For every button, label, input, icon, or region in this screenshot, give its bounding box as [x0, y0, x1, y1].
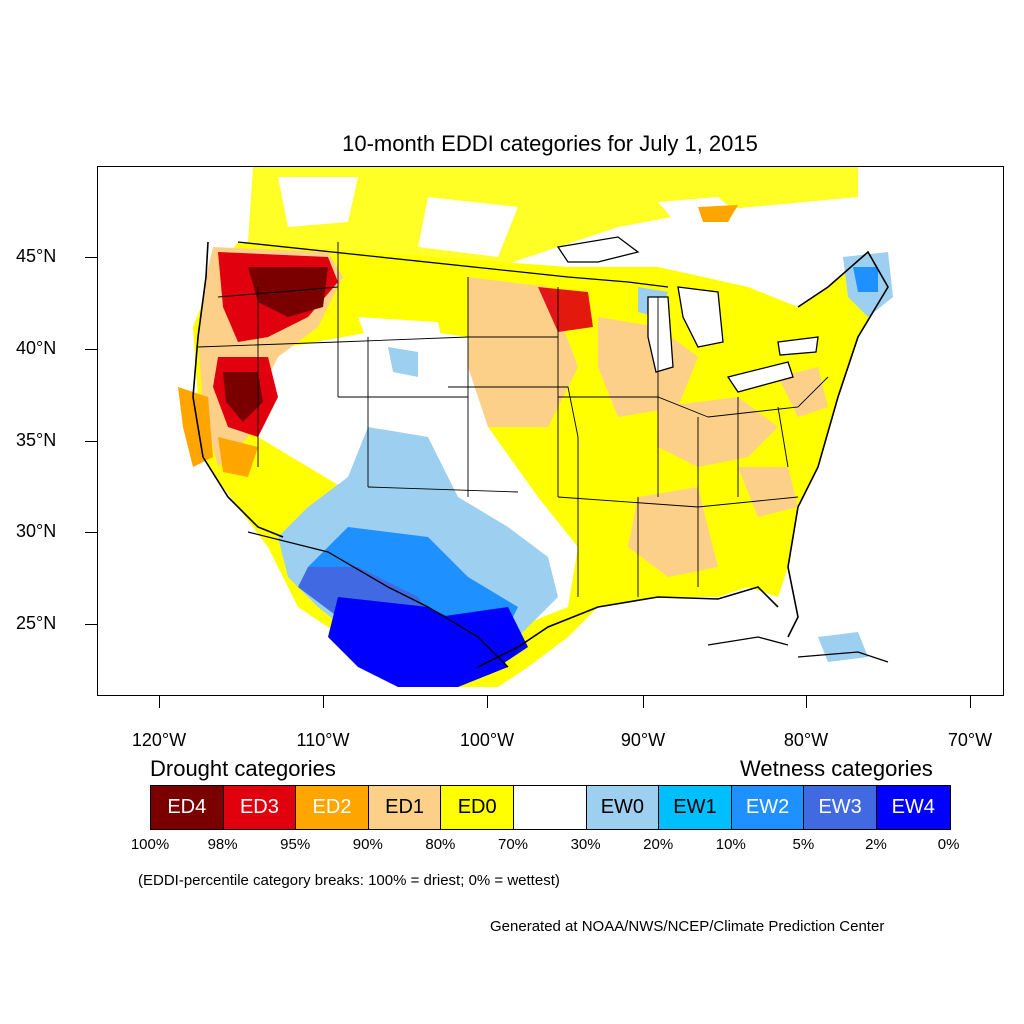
lat-label: 45°N — [16, 246, 57, 266]
percentile-label: 80% — [425, 836, 456, 853]
lon-label: 120°W — [131, 730, 187, 750]
lat-tick — [85, 349, 97, 350]
drought-heading: Drought categories — [150, 756, 336, 781]
lat-label: 30°N — [16, 521, 57, 541]
legend-swatch-ed3: ED3 — [223, 786, 297, 829]
wetness-heading: Wetness categories — [740, 756, 933, 781]
legend-swatch-ed2: ED2 — [296, 786, 369, 829]
percentile-label: 95% — [280, 836, 311, 853]
lon-label: 70°W — [947, 730, 993, 750]
percentile-label: 100% — [130, 836, 170, 853]
lon-tick — [970, 696, 971, 708]
lon-tick — [643, 696, 644, 708]
lon-label: 110°W — [296, 730, 350, 750]
map-title: 10-month EDDI categories for July 1, 201… — [342, 131, 758, 156]
percentile-label: 90% — [352, 836, 383, 853]
legend-bar: ED4 ED3 ED2 ED1 ED0 EW0 EW1 EW2 EW3 EW4 — [150, 785, 951, 830]
lat-label: 25°N — [16, 613, 57, 633]
legend-swatch-ed4: ED4 — [151, 786, 224, 829]
legend-swatch-neutral — [513, 786, 587, 829]
lon-tick — [487, 696, 488, 708]
legend-swatch-ed0: ED0 — [441, 786, 514, 829]
percentile-label: 10% — [715, 836, 746, 853]
lat-tick — [85, 624, 97, 625]
legend-swatch-ed1: ED1 — [368, 786, 442, 829]
lon-label: 90°W — [620, 730, 666, 750]
legend-swatch-ew2: EW2 — [731, 786, 805, 829]
percentile-label: 0% — [937, 836, 960, 853]
lon-tick — [806, 696, 807, 708]
credit-text: Generated at NOAA/NWS/NCEP/Climate Predi… — [490, 918, 885, 935]
lon-label: 100°W — [459, 730, 515, 750]
percentile-label: 20% — [643, 836, 674, 853]
map-panel — [97, 166, 1004, 696]
percentile-label: 98% — [207, 836, 238, 853]
percentile-label: 2% — [865, 836, 887, 853]
lat-tick — [85, 532, 97, 533]
percentile-label: 5% — [792, 836, 815, 853]
lon-label: 80°W — [783, 730, 829, 750]
lat-label: 40°N — [16, 338, 57, 358]
legend-swatch-ew4: EW4 — [876, 786, 950, 829]
legend-note: (EDDI-percentile category breaks: 100% =… — [138, 872, 560, 889]
percentile-label: 70% — [497, 836, 529, 853]
legend-swatch-ew1: EW1 — [659, 786, 732, 829]
lon-tick — [323, 696, 324, 708]
lat-tick — [85, 257, 97, 258]
percentile-label: 30% — [570, 836, 601, 853]
legend-swatch-ew0: EW0 — [586, 786, 660, 829]
lat-label: 35°N — [16, 430, 57, 450]
lon-tick — [159, 696, 160, 708]
lat-tick — [85, 441, 97, 442]
legend-swatch-ew3: EW3 — [804, 786, 877, 829]
eddi-map — [178, 167, 893, 687]
